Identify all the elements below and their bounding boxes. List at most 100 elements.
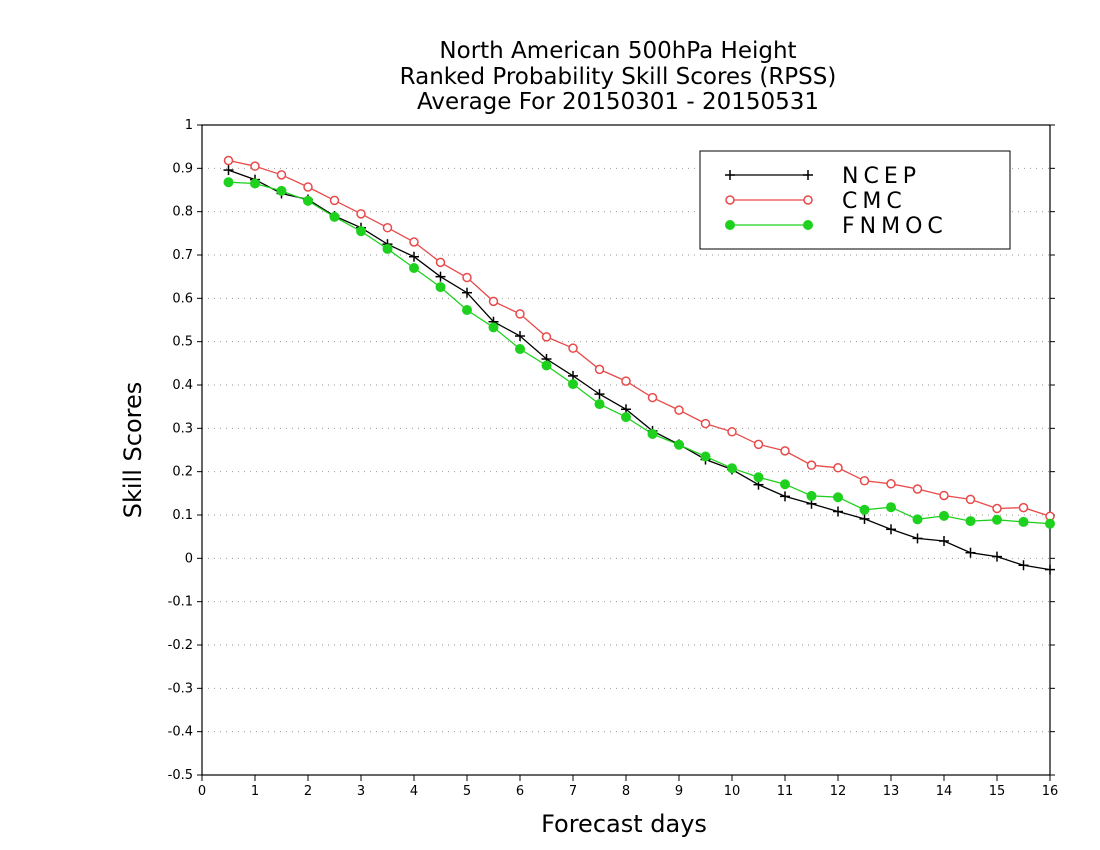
data-point-ncep <box>1045 564 1055 575</box>
data-point-cmc <box>276 170 287 180</box>
y-tick-labels: 1 0.9 0.8 0.7 0.6 0.5 0.4 0.3 0.2 0.1 0 -0.1 -0.2 -0.… <box>168 118 193 783</box>
data-point-fnmoc <box>568 379 578 390</box>
data-point-cmc <box>780 446 790 456</box>
series-fnmoc <box>223 177 1055 529</box>
data-point-fnmoc <box>780 479 790 490</box>
legend-entry-ncep: NCEP <box>725 164 921 189</box>
x-tick-label: 6 <box>516 784 524 799</box>
chart-title: North American 500hPa Height Ranked Prob… <box>400 38 837 115</box>
data-point-cmc <box>382 222 393 233</box>
x-tick-label: 10 <box>724 784 741 799</box>
data-point-cmc <box>647 392 658 403</box>
data-point-ncep <box>409 251 419 262</box>
data-point-ncep <box>859 513 870 524</box>
x-tick-label: 3 <box>357 784 365 799</box>
y-tick-label: -0.3 <box>168 681 193 696</box>
x-tick-label: 13 <box>883 784 900 799</box>
data-point-fnmoc <box>965 516 976 527</box>
data-point-cmc <box>859 476 870 486</box>
y-tick-label: -0.2 <box>168 638 193 653</box>
data-point-ncep <box>992 551 1002 562</box>
data-point-fnmoc <box>647 428 658 439</box>
chart-title-line-2: Ranked Probability Skill Scores (RPSS) <box>400 64 837 90</box>
y-tick-label: -0.1 <box>168 595 193 610</box>
y-tick-label: 0.8 <box>172 205 193 220</box>
data-point-cmc <box>515 309 525 319</box>
data-point-ncep <box>223 165 234 176</box>
x-tick-label: 12 <box>830 784 847 799</box>
y-tick-label: 0.5 <box>172 335 193 350</box>
data-point-fnmoc <box>1018 516 1029 527</box>
data-point-fnmoc <box>621 412 631 423</box>
x-tick-label: 11 <box>777 784 794 799</box>
legend-label-ncep: NCEP <box>842 164 921 189</box>
data-point-cmc <box>700 418 711 429</box>
data-point-ncep <box>833 506 843 517</box>
data-point-cmc <box>806 460 817 470</box>
x-tick-labels: 0 1 2 3 4 5 6 7 8 9 10 11 12 13 14 15 16 <box>198 784 1058 799</box>
data-point-cmc <box>329 195 340 206</box>
data-point-ncep <box>435 271 446 282</box>
data-point-cmc <box>886 479 896 489</box>
legend-entry-cmc: CMC <box>725 189 907 214</box>
data-point-ncep <box>912 533 923 544</box>
data-point-cmc <box>992 503 1002 514</box>
x-tick-label: 9 <box>675 784 683 799</box>
data-point-cmc <box>939 490 949 501</box>
series-cmc <box>223 155 1055 522</box>
x-tick-label: 15 <box>989 784 1006 799</box>
legend-label-cmc: CMC <box>842 189 907 214</box>
x-tick-label: 16 <box>1042 784 1059 799</box>
data-point-fnmoc <box>594 399 605 410</box>
data-point-cmc <box>621 376 631 386</box>
data-point-cmc <box>753 439 764 450</box>
data-point-fnmoc <box>700 451 711 462</box>
legend-label-fnmoc: FNMOC <box>842 214 948 239</box>
x-tick-label: 1 <box>251 784 259 799</box>
chart-title-line-1: North American 500hPa Height <box>439 38 796 64</box>
data-point-cmc <box>965 494 976 505</box>
legend-marker-fnmoc <box>725 220 735 230</box>
x-tick-label: 5 <box>463 784 471 799</box>
data-point-fnmoc <box>276 185 287 196</box>
y-tick-label: 0.1 <box>172 508 193 523</box>
y-tick-label: -0.4 <box>168 725 193 740</box>
data-point-cmc <box>356 209 366 219</box>
legend-marker-fnmoc <box>803 220 813 230</box>
data-point-fnmoc <box>886 502 896 513</box>
data-point-fnmoc <box>329 211 340 222</box>
y-tick-label: 0.2 <box>172 465 193 480</box>
y-tick-label: 0.9 <box>172 161 193 176</box>
data-point-fnmoc <box>992 514 1002 525</box>
data-point-fnmoc <box>1045 518 1055 529</box>
data-point-ncep <box>515 331 525 342</box>
legend-marker-cmc <box>803 195 813 205</box>
data-point-cmc <box>250 161 260 171</box>
axis-ticks <box>197 124 1055 781</box>
y-tick-label: 0.6 <box>172 291 193 306</box>
legend-marker-ncep <box>803 170 813 180</box>
x-tick-label: 8 <box>622 784 630 799</box>
y-tick-label: 0.7 <box>172 248 193 263</box>
data-point-fnmoc <box>541 360 552 371</box>
data-point-cmc <box>488 296 499 307</box>
data-point-fnmoc <box>727 463 737 474</box>
data-point-cmc <box>541 332 552 342</box>
data-point-cmc <box>223 155 234 166</box>
data-point-fnmoc <box>488 322 499 333</box>
data-point-ncep <box>780 491 790 502</box>
data-point-fnmoc <box>462 305 472 316</box>
data-point-ncep <box>1018 560 1029 571</box>
data-point-fnmoc <box>806 490 817 501</box>
y-tick-label: 0.3 <box>172 421 193 436</box>
y-tick-label: -0.5 <box>168 768 193 783</box>
data-point-ncep <box>462 287 472 298</box>
data-point-fnmoc <box>674 439 684 450</box>
x-tick-label: 14 <box>936 784 953 799</box>
legend-marker-cmc <box>725 195 735 205</box>
series-layer <box>223 155 1055 575</box>
data-point-fnmoc <box>859 504 870 515</box>
data-point-ncep <box>939 536 949 546</box>
data-point-fnmoc <box>435 282 446 293</box>
